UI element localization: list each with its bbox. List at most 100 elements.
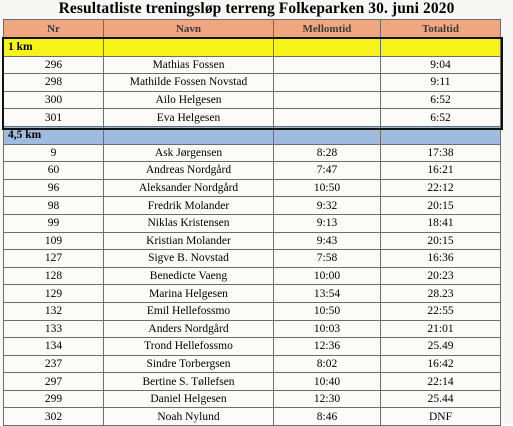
cell-nr: 98 (3, 196, 104, 215)
table-row: 109 Kristian Molander 9:43 20:15 (3, 231, 501, 251)
section-header-cell (273, 125, 381, 145)
cell-mellomtid: 13:54 (273, 284, 381, 303)
section-header-cell (103, 38, 274, 57)
cell-nr: 132 (3, 301, 104, 321)
cell-nr: 299 (3, 389, 104, 409)
cell-totaltid: 20:15 (380, 196, 501, 215)
cell-totaltid: DNF (380, 407, 501, 426)
cell-nr: 9 (3, 143, 104, 163)
cell-nr: 133 (3, 319, 104, 339)
cell-nr: 300 (3, 90, 104, 110)
cell-totaltid: 17:38 (380, 143, 501, 163)
table-row: 237 Sindre Torbergsen 8:02 16:42 (3, 354, 501, 374)
cell-navn: Benedicte Vaeng (103, 266, 274, 286)
table-row: 129 Marina Helgesen 13:54 28.23 (3, 284, 501, 303)
table-row: 301 Eva Helgesen 6:52 (3, 108, 501, 127)
cell-navn: Andreas Nordgård (103, 161, 274, 180)
section-label: 1 km (3, 38, 104, 57)
header-row: Nr Navn Mellomtid Totaltid (3, 19, 501, 39)
table-row: 299 Daniel Helgesen 12:30 25.44 (3, 389, 501, 409)
header-mellomtid: Mellomtid (273, 19, 381, 39)
cell-navn: Niklas Kristensen (103, 213, 274, 233)
table-row: 127 Sigve B. Novstad 7:58 16:36 (3, 249, 501, 268)
cell-navn: Ask Jørgensen (103, 143, 274, 163)
cell-totaltid: 20:23 (380, 266, 501, 286)
header-navn: Navn (103, 19, 274, 39)
table-row: 300 Ailo Helgesen 6:52 (3, 90, 501, 110)
cell-totaltid: 9:04 (380, 55, 501, 75)
cell-navn: Ailo Helgesen (103, 90, 274, 110)
cell-navn: Aleksander Nordgård (103, 178, 274, 198)
section-header-cell (380, 38, 501, 57)
cell-navn: Eva Helgesen (103, 108, 274, 127)
table-row: 99 Niklas Kristensen 9:13 18:41 (3, 213, 501, 233)
cell-navn: Marina Helgesen (103, 284, 274, 303)
section-label: 4,5 km (3, 125, 104, 145)
cell-navn: Bertine S. Tøllefsen (103, 372, 274, 391)
results-table: Nr Navn Mellomtid Totaltid 1 km 296 Mathia… (3, 19, 501, 426)
table-row: 128 Benedicte Vaeng 10:00 20:23 (3, 266, 501, 286)
section-header-cell (380, 125, 501, 145)
table-row: 296 Mathias Fossen 9:04 (3, 55, 501, 75)
cell-totaltid: 16:36 (380, 249, 501, 268)
cell-mellomtid: 9:13 (273, 213, 381, 233)
table-row: 297 Bertine S. Tøllefsen 10:40 22:14 (3, 372, 501, 391)
cell-nr: 109 (3, 231, 104, 251)
header-totaltid: Totaltid (380, 19, 501, 39)
header-nr: Nr (3, 19, 104, 39)
cell-nr: 302 (3, 407, 104, 426)
table-row: 132 Emil Hellefossmo 10:50 22:55 (3, 301, 501, 321)
cell-totaltid: 22:12 (380, 178, 501, 198)
cell-totaltid: 25.44 (380, 389, 501, 409)
cell-totaltid: 20:15 (380, 231, 501, 251)
cell-mellomtid: 8:28 (273, 143, 381, 163)
cell-navn: Noah Nylund (103, 407, 274, 426)
cell-mellomtid: 7:58 (273, 249, 381, 268)
table-row: 60 Andreas Nordgård 7:47 16:21 (3, 161, 501, 180)
table-row: 9 Ask Jørgensen 8:28 17:38 (3, 143, 501, 163)
cell-mellomtid: 8:46 (273, 407, 381, 426)
cell-mellomtid: 9:43 (273, 231, 381, 251)
cell-nr: 96 (3, 178, 104, 198)
cell-mellomtid: 10:00 (273, 266, 381, 286)
cell-mellomtid (273, 55, 381, 75)
cell-totaltid: 21:01 (380, 319, 501, 339)
table-row: 133 Anders Nordgård 10:03 21:01 (3, 319, 501, 339)
page-title: Resultatliste treningsløp terreng Folkep… (58, 0, 455, 17)
cell-navn: Anders Nordgård (103, 319, 274, 339)
cell-mellomtid: 10:03 (273, 319, 381, 339)
cell-mellomtid: 10:40 (273, 372, 381, 391)
cell-nr: 237 (3, 354, 104, 374)
cell-navn: Mathias Fossen (103, 55, 274, 75)
cell-mellomtid: 7:47 (273, 161, 381, 180)
cell-totaltid: 6:52 (380, 90, 501, 110)
cell-navn: Sindre Torbergsen (103, 354, 274, 374)
cell-nr: 297 (3, 372, 104, 391)
cell-totaltid: 22:55 (380, 301, 501, 321)
results-body: 1 km 296 Mathias Fossen 9:04 298 Mathilde Fos… (3, 38, 501, 426)
cell-navn: Emil Hellefossmo (103, 301, 274, 321)
cell-mellomtid: 12:30 (273, 389, 381, 409)
section-header-cell (273, 38, 381, 57)
section-header-cell (103, 125, 274, 145)
cell-totaltid: 9:11 (380, 73, 501, 92)
cell-nr: 134 (3, 337, 104, 356)
cell-nr: 128 (3, 266, 104, 286)
cell-mellomtid: 10:50 (273, 301, 381, 321)
cell-navn: Mathilde Fossen Novstad (103, 73, 274, 92)
cell-navn: Kristian Molander (103, 231, 274, 251)
cell-totaltid: 25.49 (380, 337, 501, 356)
cell-mellomtid: 8:02 (273, 354, 381, 374)
cell-totaltid: 16:42 (380, 354, 501, 374)
cell-navn: Fredrik Molander (103, 196, 274, 215)
cell-totaltid: 18:41 (380, 213, 501, 233)
cell-nr: 60 (3, 161, 104, 180)
cell-mellomtid (273, 90, 381, 110)
cell-navn: Trond Hellefossmo (103, 337, 274, 356)
section-header-row: 1 km (3, 38, 501, 57)
cell-mellomtid: 10:50 (273, 178, 381, 198)
cell-totaltid: 22:14 (380, 372, 501, 391)
section-header-row: 4,5 km (3, 125, 501, 145)
cell-totaltid: 16:21 (380, 161, 501, 180)
